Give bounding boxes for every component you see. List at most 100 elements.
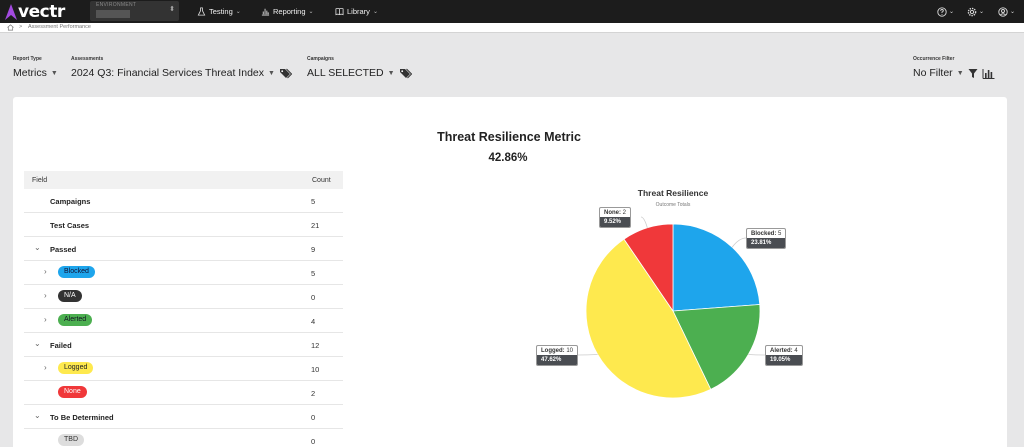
chevron-down-icon[interactable]: ⌄ (34, 339, 41, 348)
assessments-label: Assessments (71, 56, 104, 62)
tooltip-connector (640, 216, 648, 228)
row-count: 21 (311, 221, 320, 230)
tags-icon[interactable] (399, 68, 412, 79)
row-count: 5 (311, 269, 316, 278)
tooltip-label: Logged: 10 (537, 346, 577, 355)
status-badge-tbd: TBD (58, 434, 84, 446)
row-label: Failed (50, 341, 72, 350)
nav-reporting-label: Reporting (273, 7, 306, 16)
user-menu[interactable]: ⌄ (998, 5, 1015, 18)
tooltip-name: Logged: (541, 348, 565, 354)
table-row[interactable]: ⌄ Passed 9 (24, 237, 343, 261)
caret-down-icon: ▼ (268, 69, 275, 77)
tooltip-value: 10 (564, 348, 574, 354)
nav-reporting[interactable]: Reporting ⌄ (261, 5, 314, 18)
row-count: 0 (311, 437, 316, 446)
top-navbar: vectr ENVIRONMENT ⬍ Testing ⌄ Reporting ⌄ … (0, 0, 1024, 23)
row-count: 0 (311, 413, 316, 422)
metric-title-text: Threat Resilience Metric (437, 130, 581, 144)
gear-icon (967, 7, 977, 16)
help-menu[interactable]: ⌄ (937, 5, 954, 18)
status-badge-na: N/A (58, 290, 82, 302)
caret-down-icon: ▼ (956, 69, 964, 77)
settings-menu[interactable]: ⌄ (967, 5, 984, 18)
row-count: 9 (311, 245, 316, 254)
pie-slice-blocked[interactable] (672, 223, 761, 312)
tooltip-label: None: 2 (600, 208, 630, 217)
row-count: 0 (311, 293, 316, 302)
chevron-right-icon[interactable]: › (44, 315, 47, 324)
table-row: Test Cases 21 (24, 213, 343, 237)
nav-library-label: Library (347, 7, 370, 16)
table-row[interactable]: › Logged 10 (24, 357, 343, 381)
logo-text: vectr (18, 1, 65, 22)
status-badge-blocked: Blocked (58, 266, 95, 278)
pie-slice-none[interactable] (623, 223, 674, 313)
tooltip-blocked: Blocked: 5 23.81% (746, 228, 787, 249)
occurrence-filter-select[interactable]: No Filter ▼ (913, 67, 995, 79)
tooltip-percent: 23.81% (747, 238, 786, 248)
table-row: TBD 0 (24, 429, 343, 447)
filter-icon[interactable] (968, 68, 978, 79)
tooltip-connector (577, 354, 598, 356)
row-label: Test Cases (50, 221, 90, 230)
vectr-logo[interactable]: vectr (5, 1, 65, 22)
occurrence-filter-label: Occurrence Filter (913, 56, 955, 62)
nav-testing-label: Testing (209, 7, 233, 16)
tooltip-percent: 19.05% (766, 355, 802, 365)
bar-chart-icon[interactable] (982, 68, 995, 79)
tooltip-name: Blocked: (751, 231, 777, 237)
home-icon[interactable] (7, 24, 14, 31)
chevron-down-icon[interactable]: ⌄ (34, 243, 41, 252)
chart-title: Threat Resilience (637, 188, 709, 198)
tooltip-none: None: 2 9.52% (599, 207, 632, 228)
status-badge-none: None (58, 386, 87, 398)
tooltip-value: 2 (621, 210, 627, 216)
metric-value: 42.86% (488, 152, 528, 164)
environment-select[interactable]: ENVIRONMENT ⬍ (90, 1, 179, 21)
vectr-logo-mark (5, 3, 17, 20)
campaigns-label: Campaigns (307, 56, 334, 62)
environment-label: ENVIRONMENT (96, 2, 137, 8)
chevron-down-icon: ⌄ (1010, 9, 1016, 15)
chevron-down-icon[interactable]: ⌄ (34, 411, 41, 420)
table-row: None 2 (24, 381, 343, 405)
metrics-table: Field Count Campaigns 5 Test Cases 21 ⌄ … (24, 171, 343, 447)
breadcrumb: > Assessment Performance (0, 23, 1024, 33)
table-row[interactable]: ⌄ Failed 12 (24, 333, 343, 357)
table-row[interactable]: › N/A 0 (24, 285, 343, 309)
row-count: 5 (311, 197, 316, 206)
row-label: Passed (50, 245, 77, 254)
caret-down-icon: ▼ (50, 69, 58, 77)
row-count: 10 (311, 365, 320, 374)
tooltip-connector (731, 237, 747, 248)
chevron-right-icon[interactable]: › (44, 291, 47, 300)
chevron-down-icon: ⌄ (308, 9, 314, 15)
nav-testing[interactable]: Testing ⌄ (197, 5, 241, 18)
tooltip-percent: 9.52% (600, 217, 631, 227)
caret-down-icon: ▼ (387, 69, 395, 77)
tags-icon[interactable] (279, 68, 292, 79)
tooltip-logged: Logged: 10 47.62% (536, 345, 579, 366)
table-row[interactable]: ⌄ To Be Determined 0 (24, 405, 343, 429)
campaigns-select[interactable]: ALL SELECTED ▼ (307, 67, 412, 79)
report-type-select[interactable]: Metrics ▼ (13, 67, 58, 79)
help-icon (937, 6, 947, 17)
chevron-right-icon[interactable]: › (44, 363, 47, 372)
table-row[interactable]: › Blocked 5 (24, 261, 343, 285)
tooltip-value: 5 (776, 231, 782, 237)
table-row[interactable]: › Alerted 4 (24, 309, 343, 333)
updown-caret-icon: ⬍ (169, 6, 175, 13)
assessments-select[interactable]: 2024 Q3: Financial Services Threat Index… (71, 67, 292, 79)
chevron-down-icon: ⌄ (372, 9, 378, 15)
bar-chart-icon (261, 8, 270, 16)
tooltip-connector (748, 354, 766, 356)
nav-library[interactable]: Library ⌄ (335, 5, 378, 18)
metric-title: Threat Resilience Metric (0, 130, 1024, 144)
row-count: 12 (311, 341, 320, 350)
field-column-header: Field (32, 177, 48, 184)
status-badge-alerted: Alerted (58, 314, 93, 326)
tooltip-percent: 47.62% (537, 355, 578, 365)
breadcrumb-separator: > (19, 24, 23, 30)
chevron-right-icon[interactable]: › (44, 267, 47, 276)
